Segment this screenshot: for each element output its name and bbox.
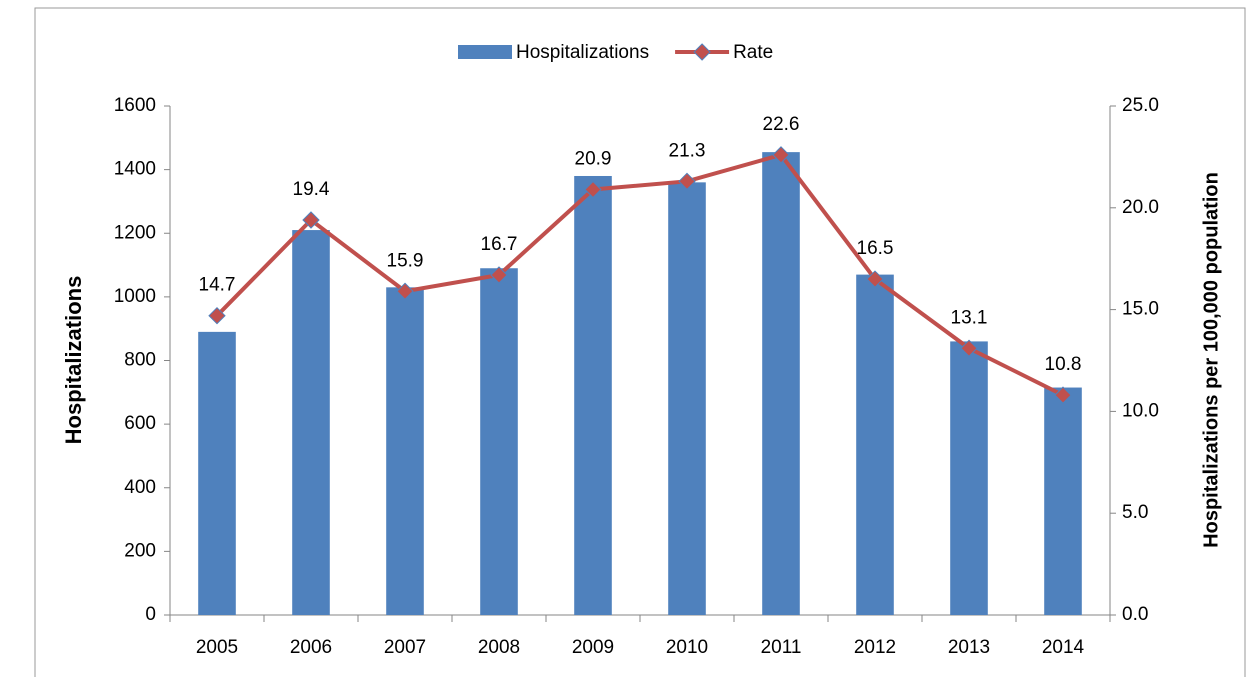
bar — [386, 287, 424, 615]
y2-tick-label: 5.0 — [1122, 502, 1148, 523]
y-axis-title: Hospitalizations — [61, 276, 86, 445]
legend-label: Hospitalizations — [516, 42, 649, 63]
marker — [960, 339, 978, 357]
legend-swatch — [458, 45, 512, 59]
marker — [302, 211, 320, 229]
bar — [668, 182, 706, 615]
x-tick-label: 2006 — [290, 637, 332, 658]
marker — [584, 180, 602, 199]
data-label: 16.5 — [857, 238, 894, 259]
data-label: 15.9 — [387, 250, 424, 271]
marker — [490, 266, 508, 284]
y2-tick-label: 15.0 — [1122, 299, 1159, 320]
data-label: 21.3 — [669, 140, 706, 161]
data-label: 22.6 — [763, 114, 800, 135]
x-tick-label: 2009 — [572, 637, 614, 658]
y-tick-label: 200 — [124, 540, 156, 561]
bar — [762, 152, 800, 616]
data-label: 14.7 — [199, 275, 236, 296]
bar — [574, 175, 612, 616]
x-tick-label: 2013 — [948, 637, 990, 658]
y-tick-label: 0 — [145, 604, 156, 625]
y2-axis-title: Hospitalizations per 100,000 population — [1200, 172, 1222, 548]
y-tick-label: 600 — [124, 413, 156, 434]
x-tick-label: 2008 — [478, 637, 520, 658]
x-tick-label: 2011 — [761, 637, 802, 658]
x-tick-label: 2007 — [384, 637, 426, 658]
data-label: 19.4 — [293, 179, 330, 200]
y-tick-label: 800 — [124, 350, 156, 371]
y-tick-label: 1000 — [114, 286, 156, 307]
y-tick-label: 1200 — [114, 222, 156, 243]
y2-tick-label: 10.0 — [1122, 400, 1159, 421]
chart-border — [34, 7, 1246, 677]
x-tick-label: 2012 — [854, 637, 896, 658]
x-tick-label: 2014 — [1042, 637, 1085, 658]
y2-tick-label: 25.0 — [1122, 95, 1159, 116]
data-label: 13.1 — [951, 307, 988, 328]
y2-tick-label: 0.0 — [1122, 604, 1148, 625]
legend-marker — [693, 43, 711, 61]
bar — [480, 268, 518, 615]
x-tick-label: 2010 — [666, 637, 708, 658]
bar — [1044, 387, 1082, 615]
data-label: 16.7 — [481, 234, 518, 255]
bar — [292, 230, 330, 615]
y-tick-label: 1600 — [114, 95, 156, 116]
marker — [866, 270, 884, 288]
y-tick-label: 1400 — [114, 159, 156, 180]
legend-label: Rate — [733, 42, 773, 63]
data-label: 10.8 — [1045, 354, 1082, 375]
data-label: 20.9 — [575, 148, 612, 169]
bar — [198, 331, 236, 615]
y-tick-label: 400 — [124, 477, 156, 498]
line — [215, 152, 1064, 397]
bar — [856, 274, 894, 615]
y2-tick-label: 20.0 — [1122, 197, 1159, 218]
marker — [396, 282, 414, 300]
marker — [208, 307, 226, 325]
marker — [678, 172, 696, 191]
x-tick-label: 2005 — [196, 637, 238, 658]
marker — [1054, 386, 1072, 404]
bar — [950, 341, 988, 615]
marker — [772, 146, 790, 164]
